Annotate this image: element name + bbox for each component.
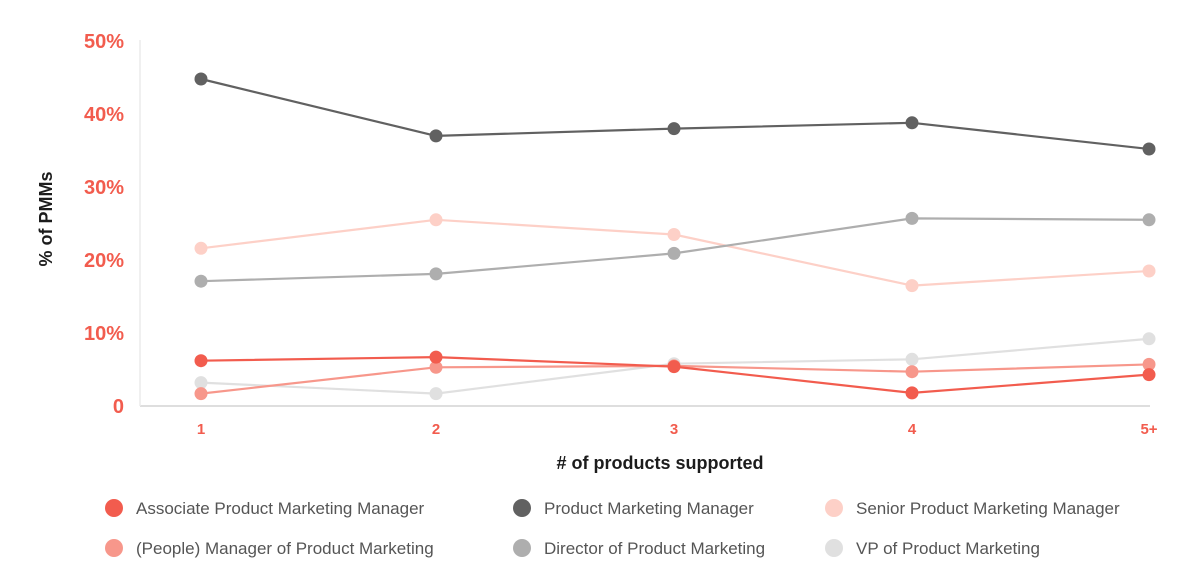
- x-axis-ticks: 1 2 3 4 5+: [197, 421, 1158, 438]
- data-point: [429, 360, 443, 374]
- x-tick-label: 2: [432, 421, 440, 438]
- data-point: [429, 387, 443, 401]
- y-tick-label: 30%: [84, 177, 124, 199]
- series-layer: [194, 72, 1156, 401]
- y-tick-label: 0: [113, 396, 124, 418]
- data-point: [194, 354, 208, 368]
- legend-swatch: [825, 539, 843, 557]
- x-tick-label: 1: [197, 421, 205, 438]
- data-point: [667, 122, 681, 136]
- legend-item: Product Marketing Manager: [513, 499, 754, 518]
- x-tick-label: 5+: [1140, 421, 1157, 438]
- data-point: [194, 376, 208, 390]
- y-tick-label: 40%: [84, 104, 124, 126]
- data-point: [429, 350, 443, 364]
- legend-label: VP of Product Marketing: [856, 539, 1040, 558]
- data-point: [1142, 332, 1156, 346]
- y-tick-label: 50%: [84, 31, 124, 53]
- data-point: [429, 129, 443, 143]
- x-tick-label: 4: [908, 421, 917, 438]
- data-point: [905, 365, 919, 379]
- data-point: [905, 279, 919, 293]
- series-2: [194, 72, 1156, 156]
- data-point: [667, 360, 681, 374]
- data-point: [194, 241, 208, 255]
- data-point: [1142, 142, 1156, 156]
- series-line: [200, 77, 1150, 151]
- data-point: [905, 352, 919, 366]
- legend: Associate Product Marketing Manager Produ…: [105, 499, 1120, 558]
- y-axis-ticks: 0 10% 20% 30% 40% 50%: [84, 31, 124, 418]
- data-point: [429, 213, 443, 227]
- legend-item: Director of Product Marketing: [513, 539, 765, 558]
- y-tick-label: 10%: [84, 323, 124, 345]
- legend-label: Product Marketing Manager: [544, 499, 754, 518]
- data-point: [1142, 357, 1156, 371]
- data-point: [429, 267, 443, 281]
- data-point: [905, 116, 919, 130]
- data-point: [194, 72, 208, 86]
- legend-item: Associate Product Marketing Manager: [105, 499, 425, 518]
- legend-label: Director of Product Marketing: [544, 539, 765, 558]
- legend-item: VP of Product Marketing: [825, 539, 1040, 558]
- legend-swatch: [105, 539, 123, 557]
- series-5: [194, 211, 1156, 288]
- legend-swatch: [825, 499, 843, 517]
- data-point: [1142, 213, 1156, 227]
- data-point: [194, 274, 208, 288]
- series-3: [194, 213, 1156, 293]
- data-point: [1142, 264, 1156, 278]
- y-axis-title: % of PMMs: [36, 171, 56, 266]
- legend-label: Associate Product Marketing Manager: [136, 499, 425, 518]
- legend-label: (People) Manager of Product Marketing: [136, 539, 434, 558]
- legend-swatch: [513, 499, 531, 517]
- data-point: [194, 387, 208, 401]
- legend-item: Senior Product Marketing Manager: [825, 499, 1120, 518]
- series-1: [194, 350, 1156, 400]
- data-point: [905, 386, 919, 400]
- data-point: [667, 246, 681, 260]
- data-point: [905, 211, 919, 225]
- x-tick-label: 3: [670, 421, 678, 438]
- legend-swatch: [513, 539, 531, 557]
- y-tick-label: 20%: [84, 250, 124, 272]
- x-axis-title: # of products supported: [557, 453, 764, 473]
- legend-item: (People) Manager of Product Marketing: [105, 539, 434, 558]
- legend-label: Senior Product Marketing Manager: [856, 499, 1120, 518]
- data-point: [1142, 368, 1156, 382]
- data-point: [667, 228, 681, 241]
- legend-swatch: [105, 499, 123, 517]
